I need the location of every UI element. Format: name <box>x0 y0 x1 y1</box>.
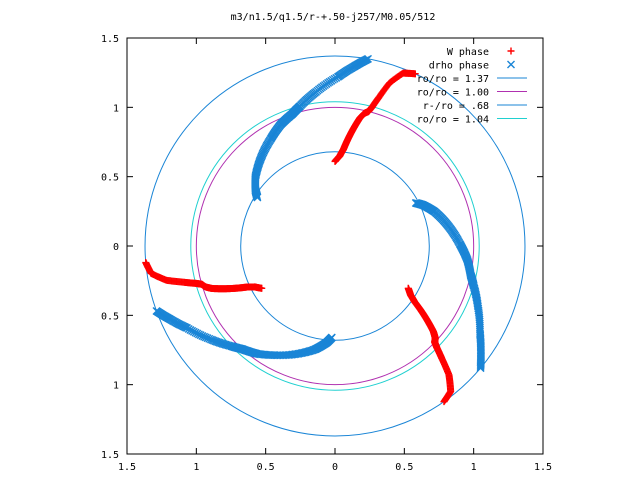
x-tick-label: 0.5 <box>395 462 413 473</box>
y-tick-label: 1.5 <box>101 34 119 45</box>
x-tick-label: 1 <box>193 462 199 473</box>
data-point <box>363 54 372 63</box>
legend-marker <box>507 60 515 69</box>
legend-label: ro/ro = 1.04 <box>417 115 489 126</box>
circle-ro-ro-1-37 <box>144 55 526 437</box>
series-w-phase <box>142 69 455 406</box>
legend-label: ro/ro = 1.00 <box>417 88 489 99</box>
reference-circles <box>144 55 526 437</box>
y-tick-label: 0.5 <box>101 173 119 184</box>
legend-marker <box>507 47 515 55</box>
x-tick-label: 1.5 <box>534 462 552 473</box>
legend-label: ro/ro = 1.37 <box>417 74 489 85</box>
y-tick-label: 1.5 <box>101 450 119 461</box>
data-point <box>440 398 448 406</box>
y-tick-label: 0 <box>113 242 119 253</box>
x-tick-label: 0.5 <box>257 462 275 473</box>
chart-title: m3/n1.5/q1.5/r-+.50-j257/M0.05/512 <box>231 12 436 23</box>
data-point <box>411 70 419 78</box>
data-point <box>476 364 485 373</box>
y-tick-label: 1 <box>113 381 119 392</box>
x-tick-label: 1.5 <box>118 462 136 473</box>
series-drho-phase <box>152 54 485 373</box>
data-point <box>152 306 161 315</box>
x-tick-label: 1 <box>471 462 477 473</box>
data-point <box>476 361 485 370</box>
legend-label: drho phase <box>429 61 489 72</box>
legend-label: r-/ro = .68 <box>423 101 489 112</box>
legend-label: W phase <box>447 47 489 58</box>
legend: W phase drho phase ro/ro = 1.37 ro/ro = 1.0… <box>417 47 527 126</box>
y-tick-label: 1 <box>113 103 119 114</box>
circle-ro-ro-1-04 <box>190 101 480 391</box>
x-tick-label: 0 <box>332 462 338 473</box>
data-point <box>142 259 150 267</box>
circle-r-ro-68 <box>240 151 430 341</box>
y-tick-label: 0.5 <box>101 311 119 322</box>
data-series <box>142 54 485 406</box>
data-point <box>476 362 485 371</box>
circle-ro-ro-1-00 <box>195 106 475 386</box>
